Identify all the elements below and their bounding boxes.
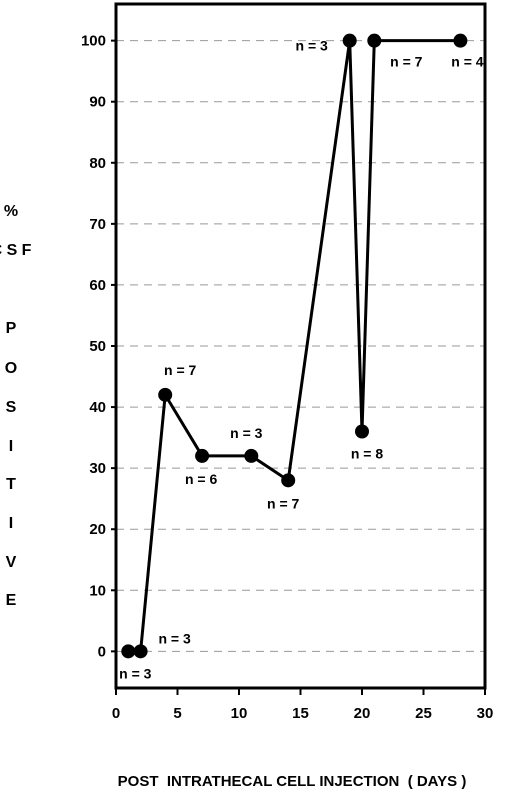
data-point: [342, 33, 357, 48]
y-axis-label: % C S F P O S I T I V E: [0, 203, 32, 609]
x-axis: 0 5 10 15 20 25 30: [112, 688, 494, 722]
annotations: n = 3 n = 3 n = 7 n = 6 n = 3 n = 7 n = 3 n = 8…: [119, 38, 484, 682]
x-tick-label: 5: [173, 705, 181, 722]
y-tick-label: 60: [89, 277, 106, 294]
annotation-label: n = 3: [158, 630, 191, 646]
y-tick-label: 20: [89, 521, 106, 538]
y-tick-label: 10: [89, 582, 106, 599]
y-axis-label-line: P: [6, 320, 17, 337]
data-point: [281, 473, 296, 488]
y-axis-label-line: %: [4, 203, 18, 220]
annotation-label: n = 7: [164, 362, 197, 378]
data-point: [355, 424, 369, 439]
data-point: [244, 448, 259, 463]
y-tick-label: 30: [89, 460, 106, 477]
data-point: [195, 448, 210, 463]
y-tick-label: 0: [98, 643, 106, 660]
data-point: [158, 387, 173, 402]
y-tick-label: 100: [81, 33, 106, 50]
annotation-label: n = 7: [267, 495, 300, 511]
data-point: [453, 33, 468, 48]
x-tick-label: 30: [477, 705, 494, 722]
annotation-label: n = 8: [351, 446, 384, 462]
annotation-label: n = 6: [185, 471, 218, 487]
y-axis-label-line: V: [6, 554, 17, 571]
y-axis-label-line: O: [5, 360, 17, 377]
y-tick-label: 70: [89, 216, 106, 233]
series: [121, 33, 468, 659]
x-axis-label: POST INTRATHECAL CELL INJECTION ( DAYS ): [118, 773, 467, 790]
y-tick-label: 40: [89, 399, 106, 416]
y-axis-label-line: I: [9, 515, 13, 532]
x-tick-label: 10: [231, 705, 248, 722]
y-axis-label-line: T: [6, 476, 16, 493]
y-axis-label-line: E: [6, 592, 17, 609]
annotation-label: n = 3: [230, 425, 263, 441]
y-tick-label: 50: [89, 338, 106, 355]
y-axis-label-line: I: [9, 438, 13, 455]
y-axis-label-line: C S F: [0, 242, 32, 259]
annotation-label: n = 3: [296, 38, 329, 54]
grid-lines: [116, 40, 485, 652]
annotation-label: n = 7: [390, 54, 423, 70]
annotation-label: n = 3: [119, 665, 152, 681]
y-axis-label-line: S: [6, 399, 17, 416]
data-point: [367, 33, 382, 48]
x-tick-label: 15: [292, 705, 309, 722]
x-tick-label: 25: [415, 705, 432, 722]
series-line: [128, 39, 461, 653]
annotation-label: n = 4: [451, 54, 484, 70]
y-tick-label: 80: [89, 155, 106, 172]
x-tick-label: 20: [354, 705, 371, 722]
y-axis: 0 10 20 30 40 50 60 70 80 90 100: [81, 33, 116, 660]
x-tick-label: 0: [112, 705, 120, 722]
data-point: [121, 644, 136, 659]
y-tick-label: 90: [89, 94, 106, 111]
data-point: [133, 644, 148, 659]
